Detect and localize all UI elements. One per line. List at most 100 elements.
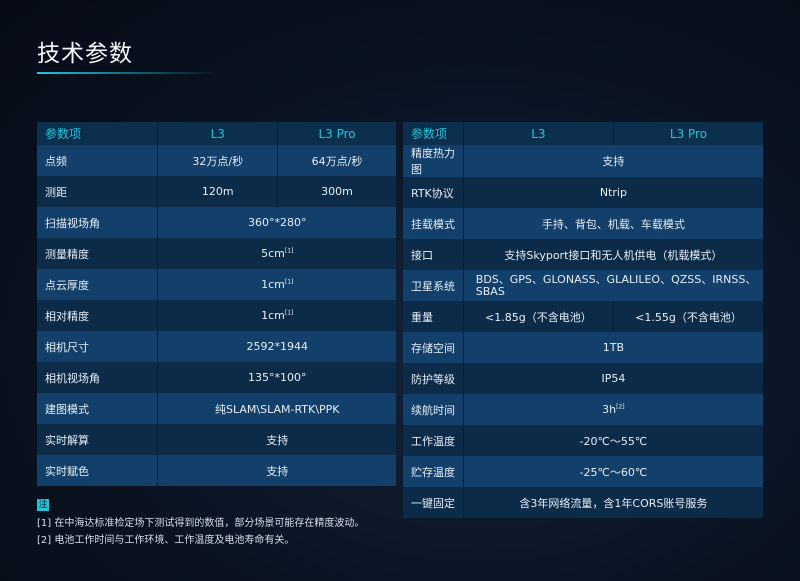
note-badge: 注 xyxy=(37,499,49,511)
param-value: 纯SLAM\SLAM-RTK\PPK xyxy=(157,393,396,424)
table-row: 相对精度 1cm[1] xyxy=(37,300,396,331)
param-label: 实时赋色 xyxy=(37,455,158,486)
param-label: RTK协议 xyxy=(403,177,464,208)
value-text: 支持Skyport接口和无人机供电（机载模式） xyxy=(504,248,723,262)
table-row: RTK协议 Ntrip xyxy=(403,177,763,208)
table-row: 卫星系统 BDS、GPS、GLONASS、GLALILEO、QZSS、IRNSS、… xyxy=(403,270,763,301)
header-l3-pro: L3 Pro xyxy=(612,122,763,145)
param-label: 测距 xyxy=(37,176,158,207)
value-text: 含3年网络流量，含1年CORS账号服务 xyxy=(519,496,708,510)
table-row: 重量 <1.85g（不含电池） <1.55g（不含电池） xyxy=(403,301,763,332)
value-text: 360°*280° xyxy=(247,216,307,229)
value-text: 2592*1944 xyxy=(246,340,308,353)
footnote-1: [1] 在中海达标准检定场下测试得到的数值，部分场景可能存在精度波动。 xyxy=(37,518,365,529)
table-row: 测距 120m 300m xyxy=(37,176,396,207)
table-row: 防护等级 IP54 xyxy=(403,363,763,394)
table-row: 贮存温度 -25℃～60℃ xyxy=(403,456,763,487)
value-text: 5cm xyxy=(261,247,285,260)
value-text: 1cm xyxy=(261,309,285,322)
table-row: 精度热力图 支持 xyxy=(403,145,763,177)
param-value: 手持、背包、机载、车载模式 xyxy=(462,208,763,239)
value-l3-pro: <1.55g（不含电池） xyxy=(612,301,763,332)
spec-table-right: 参数项 L3 L3 Pro 精度热力图 支持 RTK协议 Ntrip 挂载模式 手持、背包… xyxy=(403,122,763,518)
value-text: 支持 xyxy=(266,464,289,478)
footnote-ref: [2] xyxy=(616,403,625,411)
param-label: 建图模式 xyxy=(37,393,158,424)
table-row: 建图模式 纯SLAM\SLAM-RTK\PPK xyxy=(37,393,396,424)
table-row: 续航时间 3h[2] xyxy=(403,394,763,425)
value-text: IP54 xyxy=(601,372,626,385)
param-value: 含3年网络流量，含1年CORS账号服务 xyxy=(462,487,763,518)
table-row: 扫描视场角 360°*280° xyxy=(37,207,396,238)
table-row: 存储空间 1TB xyxy=(403,332,763,363)
param-value: 1TB xyxy=(462,332,763,363)
param-label: 接口 xyxy=(403,239,464,270)
param-value: 支持 xyxy=(157,455,396,486)
value-l3: 32万点/秒 xyxy=(157,145,278,176)
value-text: 135°*100° xyxy=(247,371,307,384)
param-label: 重量 xyxy=(403,301,464,332)
footnote-ref: [1] xyxy=(284,247,294,255)
param-label: 精度热力图 xyxy=(403,145,464,177)
header-l3: L3 xyxy=(157,122,278,145)
value-l3-pro: 300m xyxy=(277,176,396,207)
value-text: 纯SLAM\SLAM-RTK\PPK xyxy=(215,402,340,416)
value-text: Ntrip xyxy=(599,186,627,199)
header-l3-pro: L3 Pro xyxy=(277,122,396,145)
header-param: 参数项 xyxy=(37,122,158,145)
param-label: 续航时间 xyxy=(403,394,464,425)
param-value: 3h[2] xyxy=(462,394,763,425)
param-label: 挂载模式 xyxy=(403,208,464,239)
param-value: Ntrip xyxy=(462,177,763,208)
param-label: 相机视场角 xyxy=(37,362,158,393)
table-row: 接口 支持Skyport接口和无人机供电（机载模式） xyxy=(403,239,763,270)
table-row: 相机尺寸 2592*1944 xyxy=(37,331,396,362)
param-value: 1cm[1] xyxy=(157,300,396,331)
table-row: 相机视场角 135°*100° xyxy=(37,362,396,393)
param-value: 2592*1944 xyxy=(157,331,396,362)
param-label: 扫描视场角 xyxy=(37,207,158,238)
value-text: 3h xyxy=(602,403,617,416)
param-value: 5cm[1] xyxy=(157,238,396,269)
value-l3: 120m xyxy=(157,176,278,207)
value-text: BDS、GPS、GLONASS、GLALILEO、QZSS、IRNSS、SBAS xyxy=(475,272,757,298)
table-row: 点云厚度 1cm[1] xyxy=(37,269,396,300)
title-underline xyxy=(37,72,217,74)
value-text: 手持、背包、机载、车载模式 xyxy=(541,217,685,231)
param-label: 相对精度 xyxy=(37,300,158,331)
table-row: 实时赋色 支持 xyxy=(37,455,396,486)
param-label: 测量精度 xyxy=(37,238,158,269)
param-value: BDS、GPS、GLONASS、GLALILEO、QZSS、IRNSS、SBAS xyxy=(462,270,763,301)
footnote-2: [2] 电池工作时间与工作环境、工作温度及电池寿命有关。 xyxy=(37,535,295,546)
param-label: 点云厚度 xyxy=(37,269,158,300)
param-value: 1cm[1] xyxy=(157,269,396,300)
value-l3: <1.85g（不含电池） xyxy=(462,301,614,332)
footnote-ref: [1] xyxy=(284,278,294,286)
param-value: -20℃～55℃ xyxy=(462,425,763,456)
param-value: 支持 xyxy=(462,145,763,177)
param-label: 贮存温度 xyxy=(403,456,464,487)
param-value: 135°*100° xyxy=(157,362,396,393)
value-text: 1cm xyxy=(261,278,285,291)
param-label: 点频 xyxy=(37,145,158,176)
spec-table-left: 参数项 L3 L3 Pro 点频 32万点/秒 64万点/秒 测距 120m 300m 扫描… xyxy=(37,122,396,486)
table-row: 测量精度 5cm[1] xyxy=(37,238,396,269)
param-label: 防护等级 xyxy=(403,363,464,394)
param-value: 支持 xyxy=(157,424,396,455)
value-text: 支持 xyxy=(602,155,625,168)
param-label: 一键固定 xyxy=(403,487,464,518)
param-label: 存储空间 xyxy=(403,332,464,363)
table-row: 一键固定 含3年网络流量，含1年CORS账号服务 xyxy=(403,487,763,518)
header-param: 参数项 xyxy=(403,122,464,145)
value-l3-pro: 64万点/秒 xyxy=(277,145,396,176)
param-label: 工作温度 xyxy=(403,425,464,456)
table-row: 实时解算 支持 xyxy=(37,424,396,455)
value-text: -25℃～60℃ xyxy=(579,465,648,479)
value-text: 支持 xyxy=(266,433,289,447)
param-value: 支持Skyport接口和无人机供电（机载模式） xyxy=(462,239,763,270)
page-title: 技术参数 xyxy=(37,41,133,67)
footnote-ref: [1] xyxy=(284,309,294,317)
param-value: IP54 xyxy=(462,363,763,394)
value-text: -20℃～55℃ xyxy=(579,434,648,448)
table-row: 挂载模式 手持、背包、机载、车载模式 xyxy=(403,208,763,239)
